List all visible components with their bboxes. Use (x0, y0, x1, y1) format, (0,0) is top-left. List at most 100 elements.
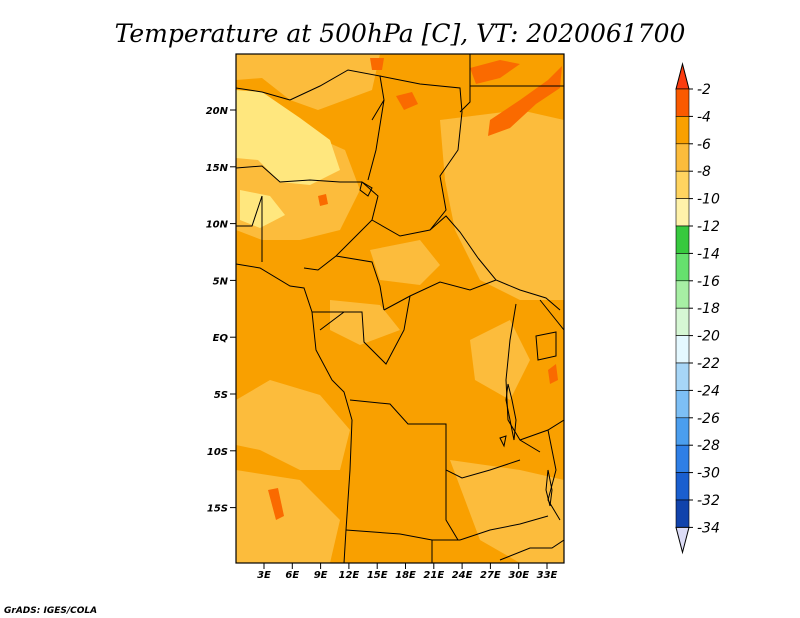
colorbar: -2 -4 -6 -8 -10 -12 -14 -16 -18 -20 -22 -24 -26 -28 -3… (675, 62, 720, 555)
border-chad-north (379, 75, 463, 113)
colorbar-box (675, 499, 690, 528)
colorbar-label: -32 (697, 493, 720, 509)
lat-label: 20N (206, 106, 229, 117)
lake-chad (359, 181, 373, 197)
colorbar-top-arrow (675, 62, 690, 90)
lat-label: 15S (207, 504, 228, 515)
border-angola-namibia (345, 529, 460, 541)
chart-title: Temperature at 500hPa [C], VT: 202006170… (115, 19, 686, 48)
colorbar-label: -30 (697, 466, 720, 482)
border-niger-south (236, 165, 362, 183)
colorbar-label: -22 (697, 356, 720, 372)
field-lighter-ridge (330, 300, 400, 345)
colorbar-label: -12 (697, 219, 720, 235)
border-zambia-east (547, 429, 561, 521)
border-car-drc (383, 279, 497, 311)
colorbar-label: -20 (697, 329, 720, 345)
field-lighter-north (236, 54, 380, 110)
lon-label: 12E (339, 570, 360, 581)
border-algeria-niger (236, 87, 291, 101)
colorbar-box (675, 280, 690, 309)
border-cameroon-car (335, 255, 385, 311)
border-egypt-sudan (459, 54, 471, 113)
lon-label: 27E (480, 570, 501, 581)
map-panel: 20N 15N 10N 5N EQ 5S 10S 15S 3E 6E 9E 12E 15E 18E 21E… (206, 53, 565, 581)
lon-label: 21E (423, 570, 444, 581)
colorbar-box (675, 198, 690, 227)
colorbar-label: -26 (697, 411, 720, 427)
colorbar-box (675, 335, 690, 364)
border-chad-sudan (429, 111, 463, 231)
lake-tanganyika (505, 383, 517, 441)
border-car-sudan (477, 257, 561, 311)
warm-patch-east (548, 364, 558, 384)
lon-label: 30E (508, 570, 529, 581)
border-angola-drc (349, 399, 521, 479)
colorbar-label: -8 (697, 164, 711, 180)
border-chad-niger (367, 99, 385, 181)
colorbar-box (675, 444, 690, 473)
border-drc-east (505, 303, 541, 453)
lat-label: 15N (206, 163, 229, 174)
border-zimbabwe (499, 539, 564, 561)
field-warm-patches (268, 58, 562, 520)
colorbar-box (675, 307, 690, 336)
lat-label: 5S (214, 390, 228, 401)
warm-patch-sahara (396, 92, 418, 110)
lat-label: EQ (213, 333, 229, 344)
lake-mweru (499, 435, 507, 448)
warm-patch-sw (268, 488, 284, 520)
lake-victoria (535, 331, 557, 361)
colorbar-label: -24 (697, 383, 720, 399)
colorbar-label: -16 (697, 274, 720, 290)
field-lighter-center (370, 240, 440, 285)
border-uganda-kenya (539, 299, 564, 331)
colorbar-label: -4 (697, 109, 711, 125)
border-benin (236, 195, 263, 227)
colorbar-box (675, 472, 690, 501)
lon-label: 9E (314, 570, 328, 581)
colorbar-label: -2 (697, 82, 711, 98)
colorbar-box (675, 143, 690, 172)
colorbar-label: -10 (697, 192, 720, 208)
colorbar-box (675, 88, 690, 117)
lake-malawi (545, 469, 553, 507)
border-zambia-south (459, 515, 549, 541)
lon-label: 24E (452, 570, 473, 581)
lon-label: 18E (395, 570, 416, 581)
field-lighter-east (470, 320, 530, 400)
warm-patch-top (370, 58, 384, 70)
field-lighter-sw (236, 470, 340, 563)
country-borders (236, 54, 564, 563)
border-tanzania (519, 419, 564, 441)
colorbar-box (675, 170, 690, 199)
border-nigeria-east (303, 181, 379, 271)
latitude-axis: 20N 15N 10N 5N EQ 5S 10S 15S (206, 106, 236, 515)
lat-label: 5N (213, 276, 229, 287)
lon-label: 3E (257, 570, 271, 581)
longitude-axis: 3E 6E 9E 12E 15E 18E 21E 24E 27E 30E 33E (257, 563, 558, 581)
warm-patch-ne (488, 66, 562, 136)
colorbar-label: -6 (697, 137, 711, 153)
colorbar-box (675, 417, 690, 446)
map-frame (235, 53, 565, 564)
lon-label: 33E (537, 570, 558, 581)
lat-label: 10N (206, 220, 229, 231)
lat-label: 10S (207, 447, 228, 458)
lon-label: 6E (285, 570, 299, 581)
colorbar-box (675, 116, 690, 145)
warm-patch-n (470, 60, 520, 84)
colorbar-label: -14 (697, 246, 720, 262)
field-lighter-ne (440, 110, 564, 300)
field-lighter-regions (236, 54, 564, 563)
border-coast-west (236, 263, 353, 563)
field-pale-northwest (236, 90, 340, 185)
colorbar-label: -34 (697, 520, 720, 536)
field-lighter-south (236, 380, 350, 470)
colorbar-label: -18 (697, 301, 720, 317)
colorbar-bottom-arrow (675, 526, 690, 555)
field-lighter-se (450, 460, 564, 563)
colorbar-box (675, 253, 690, 282)
border-chad-car (371, 215, 479, 259)
colorbar-box (675, 225, 690, 254)
